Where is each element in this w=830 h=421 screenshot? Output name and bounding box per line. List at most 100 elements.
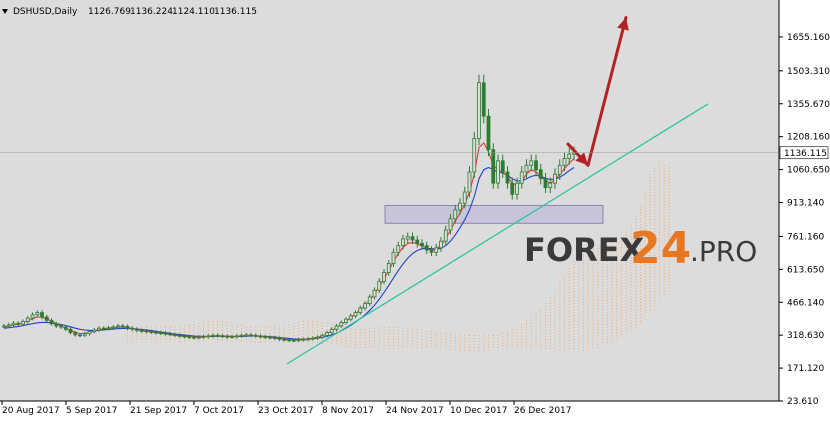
candle-body xyxy=(120,325,125,328)
candle-body xyxy=(496,160,500,184)
candle-body xyxy=(329,328,334,334)
candle-body xyxy=(21,321,25,325)
candle-body xyxy=(410,236,415,241)
support-zone xyxy=(384,204,604,224)
candle-body xyxy=(524,164,529,173)
down-arrow-head xyxy=(575,152,588,166)
candle-body xyxy=(429,249,434,253)
candle-body xyxy=(249,334,253,337)
y-tick-label: 318.630 xyxy=(787,331,824,341)
up-arrow-shaft xyxy=(586,16,628,167)
candle-body xyxy=(415,239,420,244)
candle-body xyxy=(68,328,73,334)
y-tick-label: 761.160 xyxy=(787,232,824,242)
y-tick-label: 466.140 xyxy=(787,298,824,308)
candle-body xyxy=(106,327,111,330)
candle-body xyxy=(87,331,92,335)
candle-body xyxy=(73,332,78,336)
plot-area[interactable] xyxy=(0,0,779,401)
candle-body xyxy=(472,138,477,173)
candle-body xyxy=(462,191,467,204)
candle-body xyxy=(263,336,268,339)
candle-body xyxy=(396,245,401,253)
candle-body xyxy=(491,149,496,184)
candle-body xyxy=(230,336,234,339)
candle-body xyxy=(130,327,135,330)
candle-body xyxy=(11,322,16,326)
ohlc-open: 1126.769 xyxy=(88,7,131,17)
y-tick-label: 1060.650 xyxy=(787,166,830,176)
y-tick-label: 613.650 xyxy=(787,265,824,275)
candle-body xyxy=(453,209,458,220)
price-axis xyxy=(779,0,830,421)
trendline-segment xyxy=(286,103,709,365)
x-tick-label: 23 Oct 2017 xyxy=(258,406,314,416)
candle-body xyxy=(158,332,163,335)
candle-body xyxy=(458,202,462,211)
candle-body xyxy=(529,160,534,166)
chart-symbol-label: DSHUSD,Daily xyxy=(13,7,78,17)
candle-body xyxy=(239,334,244,337)
watermark-number: 24 xyxy=(630,223,691,274)
x-tick-label: 8 Nov 2017 xyxy=(322,406,374,416)
candle-body xyxy=(163,332,168,335)
candle-body xyxy=(391,251,396,264)
y-tick-label: 171.120 xyxy=(787,364,824,374)
candle-body xyxy=(211,334,215,337)
candle-body xyxy=(49,319,54,325)
candle-body xyxy=(244,334,249,337)
candle-body xyxy=(135,328,139,331)
candle-body xyxy=(515,182,519,195)
candle-body xyxy=(320,334,325,338)
candle-body xyxy=(30,314,35,319)
candle-body xyxy=(287,339,291,342)
time-axis xyxy=(0,401,779,421)
candle-body xyxy=(443,229,448,242)
candle-body xyxy=(548,182,553,188)
candle-body xyxy=(420,242,424,247)
candle-body xyxy=(519,171,524,184)
candle-body xyxy=(182,335,187,338)
candle-body xyxy=(325,332,329,336)
candle-body xyxy=(538,169,543,180)
candle-body xyxy=(424,245,429,251)
candle-body xyxy=(467,171,472,193)
candle-body xyxy=(306,338,310,341)
x-tick-label: 7 Oct 2017 xyxy=(194,406,244,416)
candle-body xyxy=(44,316,49,321)
x-tick-label: 21 Sep 2017 xyxy=(130,406,187,416)
y-tick-label: 1503.310 xyxy=(787,67,830,77)
candle-body xyxy=(344,318,348,323)
price-axis-labels: 1655.160 1503.310 1355.670 1208.160 1060.650… xyxy=(787,33,830,407)
candle-body xyxy=(40,312,44,318)
collapse-triangle-icon[interactable] xyxy=(2,9,8,14)
ohlc-close: 1136.115 xyxy=(214,7,257,17)
candle-body xyxy=(78,334,82,337)
y-tick-label: 1208.160 xyxy=(787,133,830,143)
candle-body xyxy=(16,322,21,325)
candle-body xyxy=(63,326,68,330)
candle-body xyxy=(192,336,196,339)
candle-body xyxy=(196,336,201,339)
candle-body xyxy=(505,171,510,184)
candle-body xyxy=(339,322,344,327)
candle-body xyxy=(187,336,192,339)
axis-ticks xyxy=(1,36,783,405)
candle-body xyxy=(234,335,239,338)
candle-body xyxy=(215,334,220,337)
candle-body xyxy=(258,335,263,338)
candle-body xyxy=(6,324,11,327)
candle-body xyxy=(149,331,154,333)
candle-body xyxy=(567,153,572,159)
candle-body xyxy=(401,238,405,247)
watermark-forex: FOREX xyxy=(524,231,645,269)
candle-body xyxy=(35,312,40,316)
candle-body xyxy=(97,327,101,331)
candle-body xyxy=(434,247,439,253)
y-tick-label: 23.610 xyxy=(787,397,819,407)
candle-body xyxy=(553,173,557,184)
forecast-arrows xyxy=(566,16,629,167)
trendline xyxy=(286,103,709,365)
